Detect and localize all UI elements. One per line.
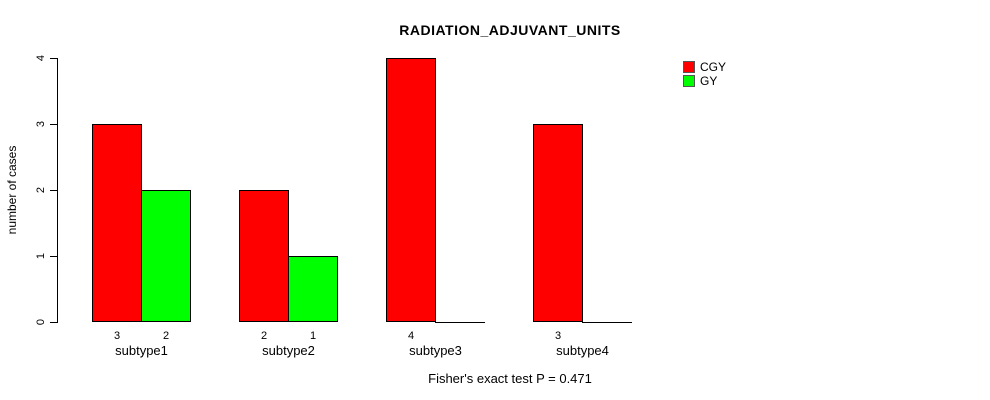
bar-cgy-subtype2	[239, 190, 289, 322]
bar-gy-subtype2	[288, 256, 338, 322]
category-label-subtype1: subtype1	[115, 343, 168, 358]
legend-label: CGY	[700, 60, 727, 74]
legend-item-gy: GY	[683, 74, 726, 88]
y-axis-tick-label: 4	[35, 54, 47, 62]
y-axis-tick	[50, 58, 57, 59]
chart-title: RADIATION_ADJUVANT_UNITS	[399, 22, 621, 38]
statistical-test-note: Fisher's exact test P = 0.471	[428, 371, 592, 386]
y-axis-tick	[50, 190, 57, 191]
legend: CGY GY	[683, 60, 726, 88]
bar-count-label: 2	[162, 330, 170, 342]
y-axis-tick-label: 3	[35, 120, 47, 128]
bar-cgy-subtype1	[92, 124, 142, 322]
legend-label: GY	[700, 74, 718, 88]
y-axis-tick	[50, 256, 57, 257]
y-axis-tick-label: 0	[35, 318, 47, 326]
zero-bar-gy-subtype4	[582, 322, 632, 323]
category-label-subtype2: subtype2	[262, 343, 315, 358]
y-axis-tick	[50, 322, 57, 323]
legend-item-cgy: CGY	[683, 60, 726, 74]
y-axis-tick	[50, 124, 57, 125]
bar-cgy-subtype3	[386, 58, 436, 322]
legend-swatch-gy	[683, 75, 695, 87]
y-axis-line	[57, 58, 58, 323]
bar-count-label: 2	[260, 330, 268, 342]
category-label-subtype4: subtype4	[556, 343, 609, 358]
legend-swatch-cgy	[683, 61, 695, 73]
bar-count-label: 3	[113, 330, 121, 342]
category-label-subtype3: subtype3	[409, 343, 462, 358]
y-axis-tick-label: 1	[35, 252, 47, 260]
bar-gy-subtype1	[141, 190, 191, 322]
zero-bar-gy-subtype3	[435, 322, 485, 323]
bar-count-label: 3	[554, 330, 562, 342]
bar-count-label: 4	[407, 330, 415, 342]
bar-cgy-subtype4	[533, 124, 583, 322]
y-axis-title: number of cases	[5, 145, 19, 235]
y-axis-tick-label: 2	[35, 186, 47, 194]
bar-count-label: 1	[309, 330, 317, 342]
